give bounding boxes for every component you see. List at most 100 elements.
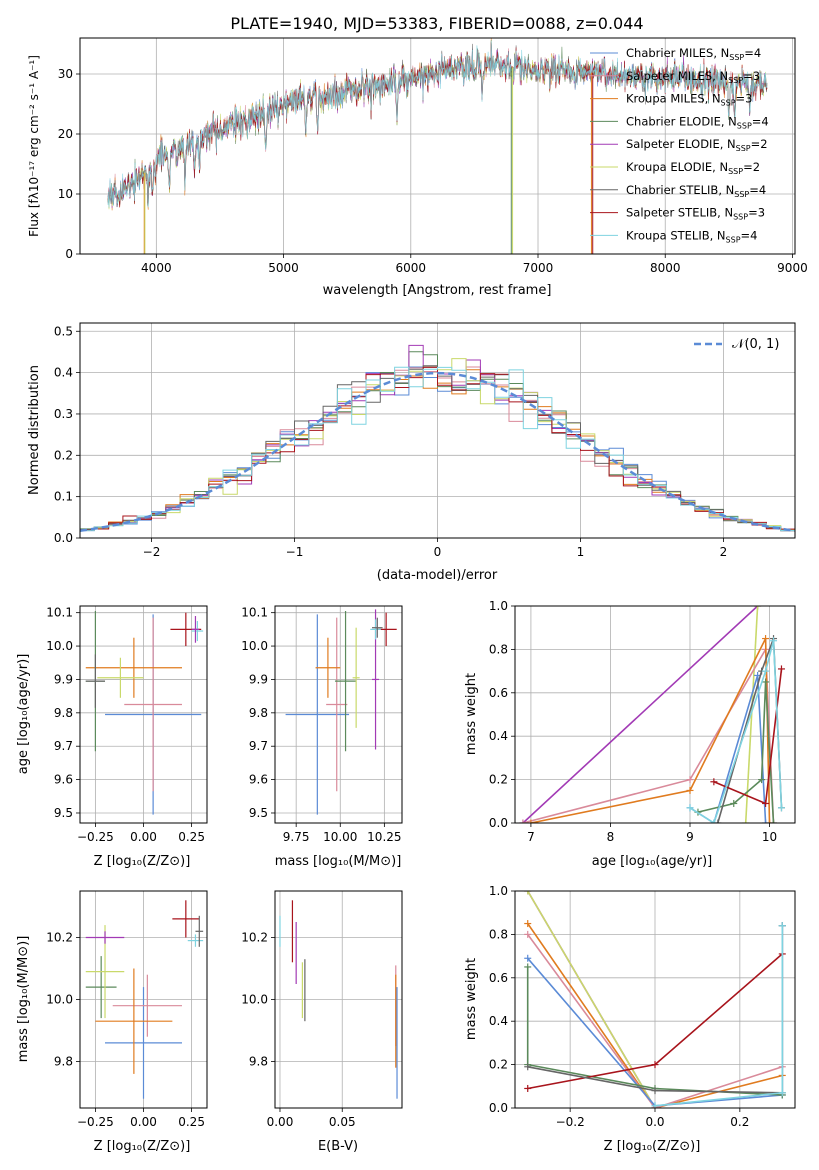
z-weight-plot: [524, 891, 786, 1108]
age-weight-marker-8-4: [777, 804, 785, 812]
spectrum-xtick-label-0: 4000: [141, 261, 172, 275]
spectrum-legend: Chabrier MILES, NSSP=4 Salpeter MILES, NS…: [590, 46, 769, 244]
z-weight-marker-2-0: [524, 920, 532, 928]
spectrum-xtick-label-4: 8000: [650, 261, 681, 275]
z-weight-series-1: [527, 891, 656, 1108]
z-age-xtick-label-1: 0.00: [130, 830, 157, 844]
age-weight-ytick-label-0: 0.0: [489, 816, 508, 830]
age-weight-xtick-label-0: 7: [527, 830, 535, 844]
z-age-point-8: [191, 616, 200, 643]
z-age-xlabel: Z [log₁₀(Z/Z⊙)]: [94, 854, 191, 869]
spectrum-ytick-label-1: 10: [58, 187, 73, 201]
spectrum-panel: 4000 5000 6000 7000 8000 9000 0 10 20 30 waveleng…: [27, 37, 808, 298]
residuals-ytick-label-5: 0.5: [54, 324, 73, 338]
z-weight-ytick-label-2: 0.4: [489, 1014, 508, 1028]
z-mass-frame: [79, 890, 208, 1109]
z-mass-ylabel: mass [log₁₀(M/M⊙)]: [16, 936, 31, 1063]
z-age-plot: [85, 611, 204, 815]
age-weight-xtick-label-1: 8: [607, 830, 615, 844]
age-weight-marker-3-0: [527, 819, 535, 823]
age-weight-marker-7-0: [710, 778, 718, 786]
z-mass-point-7: [187, 934, 204, 947]
z-age-frame: [79, 605, 208, 824]
z-age-ytick-label-6: 10.1: [46, 606, 73, 620]
age-weight-series-0: [522, 606, 759, 823]
age-weight-ytick-label-1: 0.2: [489, 773, 508, 787]
spectrum-legend-label-2: Kroupa MILES, NSSP=3: [626, 92, 752, 108]
mass-age-xtick-label-0: 9.75: [283, 830, 310, 844]
z-weight-marker-3-0: [524, 930, 532, 938]
spectrum-frame: [79, 37, 796, 255]
mass-age-ytick-label-2: 9.7: [249, 739, 268, 753]
z-mass-point-0: [105, 987, 182, 1099]
age-weight-marker-5-1: [730, 799, 738, 807]
age-weight-series-3: [530, 638, 771, 823]
spectrum-legend-label-3: Chabrier ELODIE, NSSP=4: [626, 114, 769, 130]
age-weight-marker-1-0: [742, 819, 750, 823]
age-weight-marker-6-0: [714, 819, 722, 823]
z-weight-series-2: [527, 923, 783, 1108]
z-weight-marker-8-0: [651, 1102, 659, 1108]
age-weight-grid: [515, 605, 795, 824]
residuals-xtick-label-0: −2: [143, 545, 161, 559]
age-weight-ytick-label-5: 1.0: [489, 599, 508, 613]
spectrum-legend-label-4: Salpeter ELODIE, NSSP=2: [626, 137, 768, 153]
z-weight-xtick-label-0: −0.2: [556, 1115, 585, 1129]
residuals-ytick-label-0: 0.0: [54, 531, 73, 545]
ebv-mass-ytick-label-2: 10.2: [241, 931, 268, 945]
ebv-mass-xlabel: E(B-V): [318, 1139, 358, 1154]
z-weight-marker-7-1: [651, 1087, 659, 1095]
z-age-xtick-label-0: −0.25: [77, 830, 114, 844]
residuals-frame: [79, 322, 796, 539]
mass-age-ytick-label-6: 10.1: [241, 606, 268, 620]
mass-age-ytick-label-5: 10.0: [241, 639, 268, 653]
z-weight-xtick-label-1: 0.0: [645, 1115, 664, 1129]
z-weight-panel: −0.2 0.0 0.2 0.0 0.2 0.4 0.6 0.8 1.0 Z [log₁₀(Z/…: [464, 884, 796, 1154]
residuals-plot: [80, 344, 795, 533]
residuals-ytick-label-2: 0.2: [54, 448, 73, 462]
spectrum-legend-label-1: Salpeter MILES, NSSP=3: [626, 69, 760, 85]
spectrum-model-8: [107, 41, 768, 208]
z-weight-marker-1-0: [524, 891, 532, 895]
z-age-panel: −0.25 0.00 0.25 9.5 9.6 9.7 9.8 9.9 10.0 10.1 Z […: [16, 605, 208, 869]
z-weight-ytick-label-3: 0.6: [489, 971, 508, 985]
spectrum-legend-label-7: Salpeter STELIB, NSSP=3: [626, 206, 765, 222]
z-age-ytick-label-4: 9.9: [54, 672, 73, 686]
spectrum-xtick-label-2: 6000: [396, 261, 427, 275]
mass-age-point-3: [334, 611, 357, 752]
mass-age-xlabel: mass [log₁₀(M/M⊙)]: [275, 854, 402, 869]
z-age-point-4: [97, 657, 144, 698]
age-weight-marker-5-2: [758, 776, 766, 784]
age-weight-xtick-label-2: 9: [686, 830, 694, 844]
z-weight-ytick-label-5: 1.0: [489, 884, 508, 898]
mass-age-ytick-label-4: 9.9: [249, 672, 268, 686]
z-age-point-2: [85, 637, 182, 698]
z-mass-ytick-label-2: 10.2: [46, 931, 73, 945]
age-weight-marker-2-1: [686, 776, 694, 784]
age-weight-marker-3-3: [766, 819, 774, 823]
z-age-ytick-label-3: 9.8: [54, 706, 73, 720]
residuals-xtick-label-3: 1: [577, 545, 585, 559]
z-mass-xtick-label-0: −0.25: [77, 1115, 114, 1129]
mass-age-point-8: [372, 617, 383, 638]
z-age-ytick-label-2: 9.7: [54, 739, 73, 753]
mass-age-ytick-label-1: 9.6: [249, 773, 268, 787]
gaussian-legend-label: 𝒩(0, 1): [732, 337, 779, 352]
spectrum-plot: [107, 38, 768, 254]
spectrum-legend-label-0: Chabrier MILES, NSSP=4: [626, 46, 761, 62]
z-age-ytick-label-0: 9.5: [54, 806, 73, 820]
residuals-ytick-label-4: 0.4: [54, 366, 73, 380]
mass-age-point-7: [370, 619, 381, 640]
z-mass-point-1: [112, 974, 182, 1037]
age-weight-marker-8-2: [762, 667, 770, 675]
z-weight-marker-8-2: [778, 922, 786, 930]
mass-age-point-0: [285, 614, 350, 815]
spectrum-ytick-label-0: 0: [65, 247, 73, 261]
z-weight-xlabel: Z [log₁₀(Z/Z⊙)]: [604, 1139, 701, 1154]
z-weight-marker-4-0: [524, 954, 532, 962]
spectrum-legend-label-8: Kroupa STELIB, NSSP=4: [626, 228, 757, 244]
spectrum-ylabel: Flux [fλ10⁻¹⁷ erg cm⁻² s⁻¹ A⁻¹]: [27, 55, 41, 237]
mass-age-ytick-label-0: 9.5: [249, 806, 268, 820]
z-age-point-5: [85, 654, 106, 708]
